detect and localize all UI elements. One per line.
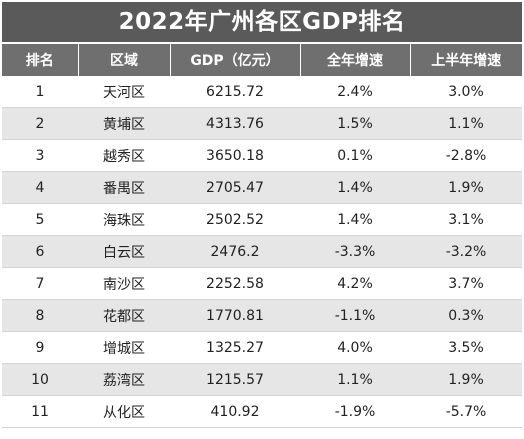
cell-h1-growth: -5.7% xyxy=(410,395,522,428)
table-row: 7 南沙区 2252.58 4.2% 3.7% xyxy=(2,267,522,300)
cell-district: 增城区 xyxy=(78,331,170,364)
header-h1-growth: 上半年增速 xyxy=(410,44,522,76)
cell-gdp: 1325.27 xyxy=(170,331,300,364)
cell-annual-growth: 1.4% xyxy=(300,171,410,204)
cell-annual-growth: 4.0% xyxy=(300,331,410,364)
cell-gdp: 2705.47 xyxy=(170,171,300,204)
cell-district: 南沙区 xyxy=(78,267,170,300)
cell-district: 海珠区 xyxy=(78,203,170,236)
table-row: 3 越秀区 3650.18 0.1% -2.8% xyxy=(2,139,522,172)
cell-h1-growth: 1.9% xyxy=(410,363,522,396)
cell-h1-growth: 3.5% xyxy=(410,331,522,364)
table-row: 1 天河区 6215.72 2.4% 3.0% xyxy=(2,76,522,108)
cell-gdp: 3650.18 xyxy=(170,139,300,172)
cell-district: 天河区 xyxy=(78,76,170,108)
gdp-ranking-table: 排名 区域 GDP（亿元） 全年增速 上半年增速 1 天河区 6215.72 2… xyxy=(2,44,522,428)
table-header: 排名 区域 GDP（亿元） 全年增速 上半年增速 xyxy=(2,44,522,76)
table-row: 11 从化区 410.92 -1.9% -5.7% xyxy=(2,395,522,428)
table-title: 2022年广州各区GDP排名 xyxy=(2,2,522,42)
cell-rank: 4 xyxy=(2,171,78,204)
cell-rank: 11 xyxy=(2,395,78,428)
header-district: 区域 xyxy=(78,44,171,76)
cell-district: 番禺区 xyxy=(78,171,170,204)
cell-annual-growth: 1.5% xyxy=(300,107,410,140)
cell-gdp: 2252.58 xyxy=(170,267,300,300)
cell-gdp: 2476.2 xyxy=(170,235,300,268)
table-row: 4 番禺区 2705.47 1.4% 1.9% xyxy=(2,171,522,204)
cell-h1-growth: -2.8% xyxy=(410,139,522,172)
header-gdp: GDP（亿元） xyxy=(170,44,301,76)
cell-h1-growth: -3.2% xyxy=(410,235,522,268)
cell-gdp: 2502.52 xyxy=(170,203,300,236)
cell-gdp: 1215.57 xyxy=(170,363,300,396)
cell-annual-growth: 1.1% xyxy=(300,363,410,396)
cell-h1-growth: 3.1% xyxy=(410,203,522,236)
cell-rank: 7 xyxy=(2,267,78,300)
cell-district: 黄埔区 xyxy=(78,107,170,140)
cell-rank: 6 xyxy=(2,235,78,268)
cell-annual-growth: -1.9% xyxy=(300,395,410,428)
cell-annual-growth: 2.4% xyxy=(300,76,410,108)
table-row: 5 海珠区 2502.52 1.4% 3.1% xyxy=(2,203,522,236)
cell-rank: 8 xyxy=(2,299,78,332)
cell-gdp: 4313.76 xyxy=(170,107,300,140)
cell-rank: 1 xyxy=(2,76,78,108)
cell-district: 白云区 xyxy=(78,235,170,268)
cell-district: 从化区 xyxy=(78,395,170,428)
table-body: 1 天河区 6215.72 2.4% 3.0% 2 黄埔区 4313.76 1.… xyxy=(2,76,522,428)
cell-annual-growth: -1.1% xyxy=(300,299,410,332)
table-row: 8 花都区 1770.81 -1.1% 0.3% xyxy=(2,299,522,332)
cell-district: 花都区 xyxy=(78,299,170,332)
cell-rank: 2 xyxy=(2,107,78,140)
table-row: 2 黄埔区 4313.76 1.5% 1.1% xyxy=(2,107,522,140)
cell-gdp: 1770.81 xyxy=(170,299,300,332)
cell-rank: 3 xyxy=(2,139,78,172)
cell-rank: 10 xyxy=(2,363,78,396)
table-row: 10 荔湾区 1215.57 1.1% 1.9% xyxy=(2,363,522,396)
cell-annual-growth: 4.2% xyxy=(300,267,410,300)
table-row: 9 增城区 1325.27 4.0% 3.5% xyxy=(2,331,522,364)
cell-gdp: 6215.72 xyxy=(170,76,300,108)
cell-h1-growth: 0.3% xyxy=(410,299,522,332)
cell-h1-growth: 1.1% xyxy=(410,107,522,140)
cell-rank: 9 xyxy=(2,331,78,364)
cell-gdp: 410.92 xyxy=(170,395,300,428)
cell-annual-growth: 0.1% xyxy=(300,139,410,172)
cell-district: 越秀区 xyxy=(78,139,170,172)
cell-h1-growth: 1.9% xyxy=(410,171,522,204)
cell-district: 荔湾区 xyxy=(78,363,170,396)
cell-annual-growth: 1.4% xyxy=(300,203,410,236)
header-row: 排名 区域 GDP（亿元） 全年增速 上半年增速 xyxy=(2,44,522,76)
cell-annual-growth: -3.3% xyxy=(300,235,410,268)
cell-h1-growth: 3.0% xyxy=(410,76,522,108)
header-annual-growth: 全年增速 xyxy=(300,44,411,76)
cell-rank: 5 xyxy=(2,203,78,236)
cell-h1-growth: 3.7% xyxy=(410,267,522,300)
table-row: 6 白云区 2476.2 -3.3% -3.2% xyxy=(2,235,522,268)
header-rank: 排名 xyxy=(2,44,79,76)
